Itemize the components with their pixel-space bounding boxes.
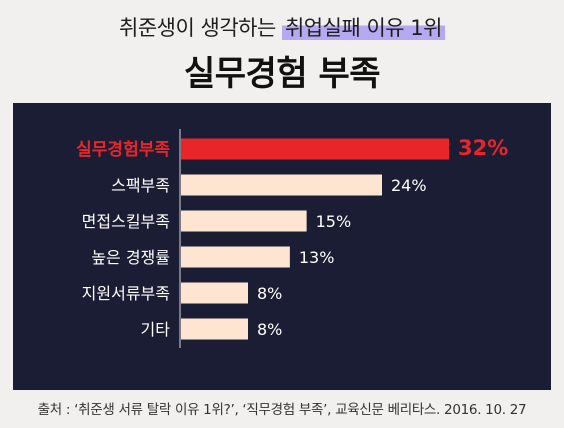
bar-3 xyxy=(181,246,290,268)
bar-4 xyxy=(181,282,248,304)
bar-chart: 실무경험부족 32% 스팩부족 24% 면접스킬부족 15% 높은 경쟁률 13% 지원서류부족… xyxy=(76,129,508,348)
value-label-3: 13% xyxy=(299,248,335,267)
chart-subtitle: 취준생이 생각하는 취업실패 이유 1위 xyxy=(0,12,564,42)
category-label-5: 기타 xyxy=(141,320,171,339)
subtitle-prefix: 취준생이 생각하는 xyxy=(119,16,276,40)
bar-1 xyxy=(181,174,382,196)
subtitle-highlight: 취업실패 이유 1위 xyxy=(281,16,445,40)
category-label-0: 실무경험부족 xyxy=(76,139,170,160)
bar-5 xyxy=(181,318,248,340)
chart-title: 실무경험 부족 xyxy=(183,54,381,94)
chart-panel: 실무경험부족 32% 스팩부족 24% 면접스킬부족 15% 높은 경쟁률 13% 지원서류부족… xyxy=(13,103,551,390)
category-label-4: 지원서류부족 xyxy=(82,284,170,303)
value-label-1: 24% xyxy=(391,176,427,195)
category-label-1: 스팩부족 xyxy=(111,176,170,195)
bar-0 xyxy=(181,138,449,160)
value-label-0: 32% xyxy=(458,136,508,160)
category-label-3: 높은 경쟁률 xyxy=(91,248,170,267)
value-label-5: 8% xyxy=(257,320,282,339)
bar-2 xyxy=(181,210,307,232)
value-label-4: 8% xyxy=(257,284,282,303)
source-caption: 출처 : ‘취준생 서류 탈락 이유 1위?’, ‘직무경험 부족’, 교육신문… xyxy=(37,402,527,418)
category-label-2: 면접스킬부족 xyxy=(82,212,170,231)
value-label-2: 15% xyxy=(316,212,352,231)
